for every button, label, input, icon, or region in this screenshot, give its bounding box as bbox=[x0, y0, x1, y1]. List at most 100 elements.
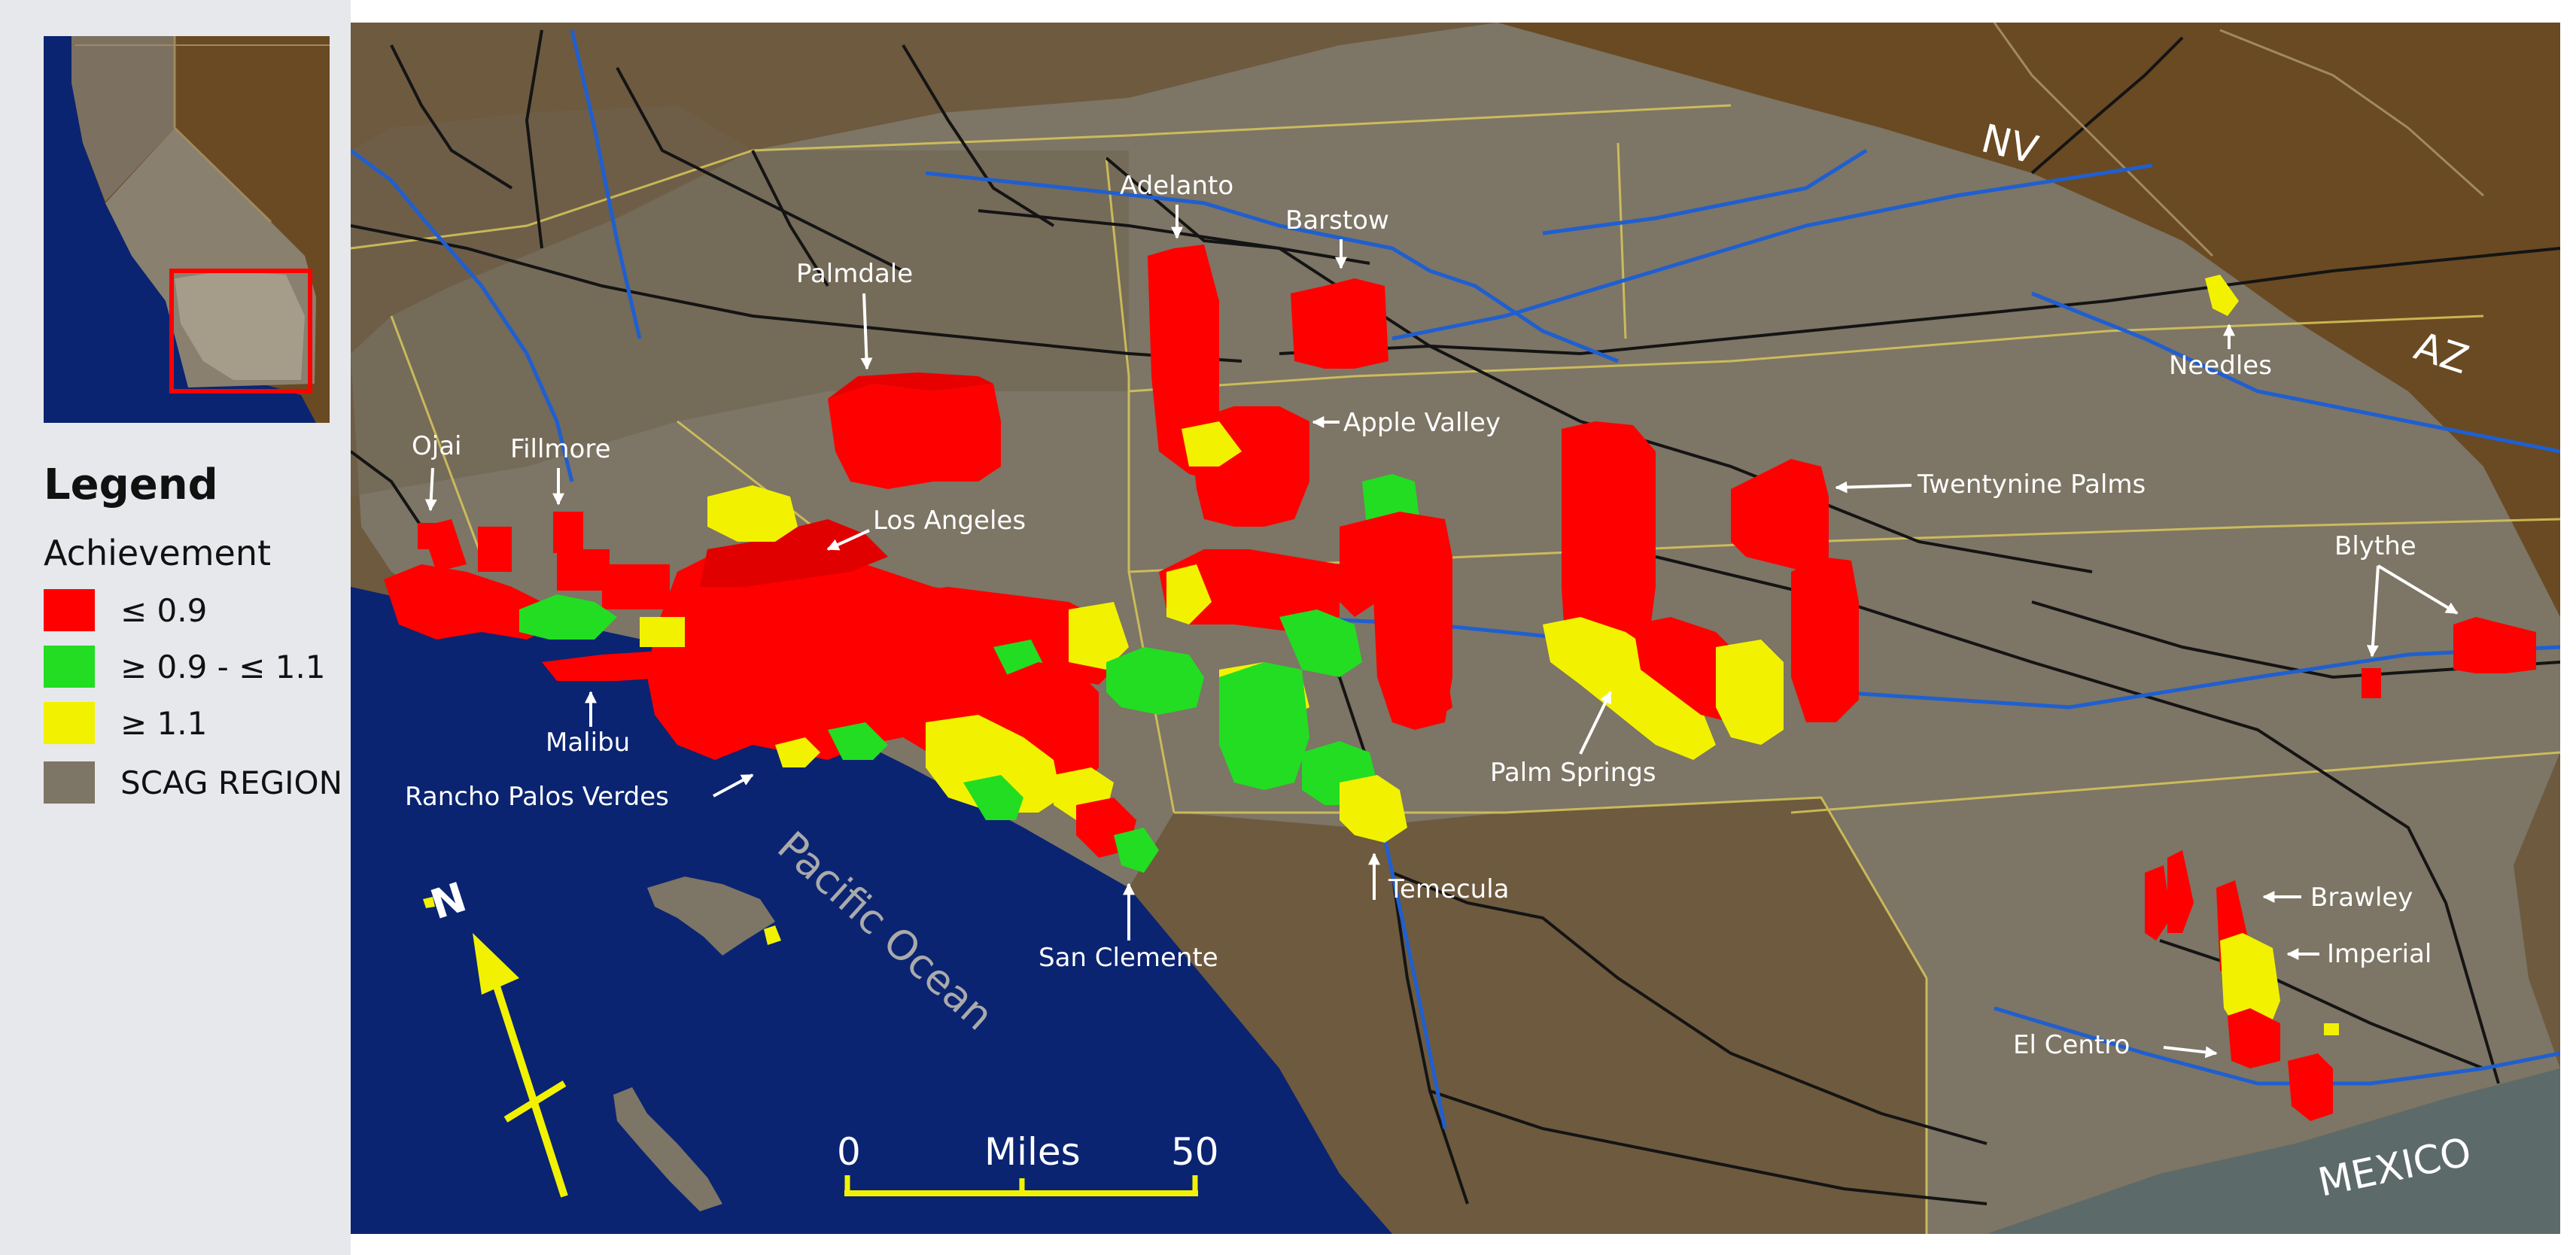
arrow-los-angeles bbox=[826, 529, 870, 551]
label-fillmore: Fillmore bbox=[510, 434, 611, 464]
label-rancho-palos-verdes: Rancho Palos Verdes bbox=[405, 782, 669, 812]
label-temecula: Temecula bbox=[1388, 874, 1509, 904]
scale-end: 50 bbox=[1171, 1130, 1219, 1174]
legend-label-mid: ≥ 0.9 - ≤ 1.1 bbox=[120, 648, 326, 685]
bar-torrance-green bbox=[828, 722, 888, 760]
bar-apple-valley-yellow bbox=[1182, 421, 1242, 466]
arrow-blythe-east bbox=[2377, 564, 2459, 615]
inset-california-north bbox=[71, 36, 175, 202]
bar-cluster-green-orange bbox=[1106, 647, 1204, 715]
nevada-arizona bbox=[1498, 23, 2560, 617]
legend-label-region: SCAG REGION bbox=[120, 764, 343, 801]
pacific-ocean bbox=[351, 587, 1392, 1234]
arrow-twentynine-palms bbox=[1835, 481, 1912, 494]
bar-fillmore-2 bbox=[553, 512, 583, 553]
scale-bar: 0 Miles 50 bbox=[837, 1130, 1219, 1196]
bar-cluster-san-gabriel bbox=[880, 587, 1121, 692]
label-brawley: Brawley bbox=[2310, 883, 2413, 913]
label-twentynine-palms: Twentynine Palms bbox=[1917, 469, 2146, 500]
bar-riverside-green-2 bbox=[1279, 609, 1362, 677]
bar-yellow-west-la bbox=[640, 617, 685, 647]
label-el-centro: El Centro bbox=[2013, 1030, 2130, 1060]
legend-label-high: ≥ 1.1 bbox=[120, 704, 208, 742]
inset-state-border bbox=[173, 36, 272, 223]
bar-cluster-thousand-oaks bbox=[602, 564, 670, 609]
arrow-el-centro bbox=[2163, 1046, 2218, 1059]
bar-palmdale bbox=[828, 384, 1001, 489]
bar-calexico bbox=[2288, 1053, 2333, 1121]
bar-perris-red bbox=[1340, 519, 1377, 617]
north-arrow-crossbar bbox=[503, 1080, 567, 1123]
bar-barstow bbox=[1291, 278, 1388, 369]
arrow-palmdale bbox=[860, 293, 873, 370]
label-san-clemente: San Clemente bbox=[1039, 943, 1218, 973]
bar-temecula-yellow bbox=[1340, 775, 1407, 843]
bar-fillmore-1 bbox=[478, 527, 512, 572]
inset-scag-region bbox=[175, 271, 305, 380]
north-arrow-shaft bbox=[485, 962, 568, 1198]
bar-hemet-red bbox=[1385, 647, 1452, 722]
label-palmdale: Palmdale bbox=[796, 259, 913, 289]
north-arrow-head bbox=[473, 933, 519, 995]
road-network bbox=[351, 29, 2560, 1205]
label-los-angeles: Los Angeles bbox=[873, 506, 1026, 536]
bar-oc-coast-yellow bbox=[926, 715, 1061, 813]
bar-blythe-west bbox=[2362, 668, 2381, 698]
arrow-palm-springs bbox=[1579, 691, 1612, 755]
label-ojai: Ojai bbox=[412, 431, 462, 461]
bar-ojai bbox=[418, 523, 444, 549]
mexico-region bbox=[1987, 1068, 2560, 1234]
bar-cluster-san-bernardino bbox=[1159, 549, 1340, 632]
scale-start: 0 bbox=[837, 1130, 861, 1174]
bar-malibu bbox=[542, 651, 692, 681]
label-imperial: Imperial bbox=[2327, 939, 2432, 969]
legend-item-low: ≤ 0.9 bbox=[44, 588, 207, 633]
county-san-diego bbox=[1129, 798, 1927, 1234]
legend-item-mid: ≥ 0.9 - ≤ 1.1 bbox=[44, 644, 326, 689]
bar-holtville bbox=[2324, 1023, 2339, 1035]
arrow-rancho-palos-verdes bbox=[713, 773, 754, 798]
arrow-blythe-west bbox=[2366, 565, 2380, 658]
label-palm-springs: Palm Springs bbox=[1490, 758, 1656, 788]
arrow-ojai bbox=[424, 467, 437, 512]
bar-palos-verdes-yellow bbox=[775, 737, 820, 767]
bar-needles bbox=[2205, 275, 2239, 316]
label-malibu: Malibu bbox=[546, 728, 630, 758]
bar-cluster-oxnard bbox=[557, 549, 610, 591]
inset-extent-box bbox=[169, 269, 312, 394]
bar-palm-springs-tall bbox=[1562, 421, 1656, 662]
achievement-bars bbox=[384, 245, 2536, 1121]
legend-swatch-red bbox=[44, 589, 95, 631]
legend-swatch-region bbox=[44, 761, 95, 804]
bar-coachella-red bbox=[1791, 557, 1859, 722]
bar-blythe-east bbox=[2453, 617, 2536, 673]
bar-twentynine-palms bbox=[1731, 459, 1829, 572]
legend-item-region: SCAG REGION bbox=[44, 760, 342, 805]
bar-imperial bbox=[2220, 933, 2280, 1038]
inset-locator-map bbox=[44, 36, 330, 423]
bar-el-centro bbox=[2228, 1008, 2280, 1068]
label-needles: Needles bbox=[2169, 351, 2272, 381]
place-labels: Adelanto Barstow Palmdale Needles Apple … bbox=[405, 171, 2459, 1060]
label-adelanto: Adelanto bbox=[1120, 171, 1233, 201]
bar-san-clemente-green bbox=[1114, 828, 1159, 873]
label-apple-valley: Apple Valley bbox=[1343, 408, 1501, 438]
island-small-yellow bbox=[423, 897, 435, 908]
label-barstow: Barstow bbox=[1285, 205, 1389, 236]
island-yellow bbox=[764, 925, 781, 945]
scale-unit: Miles bbox=[984, 1130, 1081, 1174]
bar-cluster-yellow-santa-clarita bbox=[707, 485, 798, 542]
island-santa-catalina bbox=[647, 877, 775, 956]
island-san-clemente bbox=[613, 1087, 722, 1211]
legend-title: Legend bbox=[44, 460, 218, 509]
bar-indio-yellow bbox=[1716, 640, 1784, 745]
bar-cluster-sgv-yellow bbox=[1069, 602, 1129, 670]
bar-palm-springs-yellow bbox=[1543, 617, 1716, 760]
bar-cluster-coast-west bbox=[384, 564, 557, 640]
state-boundary-lines bbox=[1993, 23, 2485, 257]
bar-cluster-green-calabasas bbox=[519, 594, 617, 640]
bar-palmdale-top bbox=[828, 372, 993, 399]
bar-cluster-sb-yellow bbox=[1166, 564, 1212, 624]
legend-subtitle: Achievement bbox=[44, 533, 272, 573]
